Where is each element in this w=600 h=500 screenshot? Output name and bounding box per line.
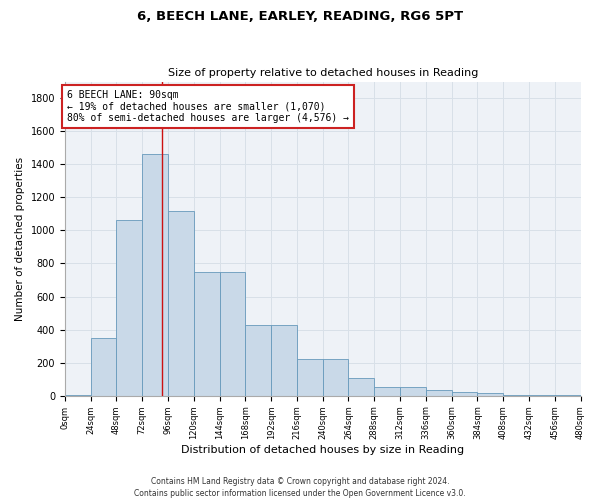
Bar: [194, 272, 220, 396]
Bar: [168, 210, 194, 396]
Bar: [65, 395, 91, 396]
Bar: [271, 324, 297, 396]
Bar: [503, 395, 529, 396]
Bar: [220, 272, 245, 396]
Bar: [91, 338, 116, 396]
Y-axis label: Number of detached properties: Number of detached properties: [15, 156, 25, 320]
Bar: [116, 220, 142, 396]
Bar: [142, 154, 168, 396]
Bar: [426, 390, 452, 396]
Text: Contains HM Land Registry data © Crown copyright and database right 2024.
Contai: Contains HM Land Registry data © Crown c…: [134, 476, 466, 498]
Text: 6, BEECH LANE, EARLEY, READING, RG6 5PT: 6, BEECH LANE, EARLEY, READING, RG6 5PT: [137, 10, 463, 23]
Bar: [297, 360, 323, 396]
Text: 6 BEECH LANE: 90sqm
← 19% of detached houses are smaller (1,070)
80% of semi-det: 6 BEECH LANE: 90sqm ← 19% of detached ho…: [67, 90, 349, 123]
Bar: [374, 388, 400, 396]
Title: Size of property relative to detached houses in Reading: Size of property relative to detached ho…: [167, 68, 478, 78]
Bar: [452, 392, 478, 396]
Bar: [400, 388, 426, 396]
Bar: [245, 324, 271, 396]
Bar: [478, 393, 503, 396]
Bar: [323, 360, 349, 396]
Bar: [349, 378, 374, 396]
X-axis label: Distribution of detached houses by size in Reading: Distribution of detached houses by size …: [181, 445, 464, 455]
